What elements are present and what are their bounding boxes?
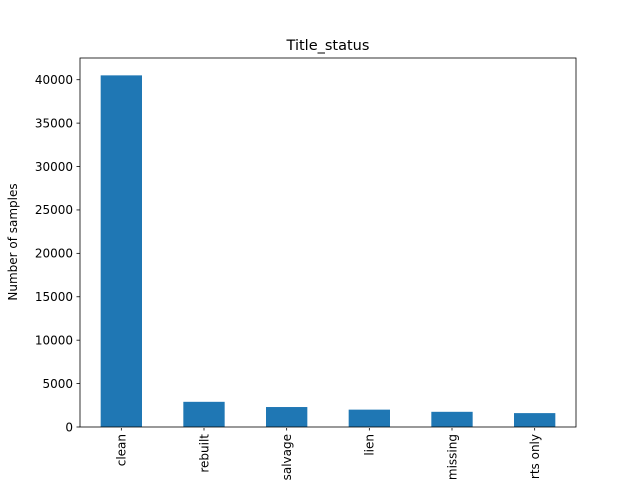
x-tick-label-lien: lien: [363, 434, 377, 456]
bar-missing: [431, 411, 473, 427]
y-tick-label: 20000: [35, 247, 73, 261]
x-tick-label-rebuilt: rebuilt: [197, 434, 211, 473]
bar-lien: [348, 409, 390, 427]
y-tick-label: 35000: [35, 116, 73, 130]
x-tick-label-salvage: salvage: [280, 434, 294, 480]
y-tick-label: 5000: [42, 377, 73, 391]
y-tick-label: 40000: [35, 73, 73, 87]
x-tick-label-missing: missing: [445, 434, 459, 480]
y-tick-label: 30000: [35, 160, 73, 174]
y-axis-title: Number of samples: [6, 183, 20, 300]
x-axis-ticks: clean rebuilt salvage lien missing parts only: [115, 428, 542, 480]
bars-group: [100, 75, 556, 428]
y-tick-label: 15000: [35, 290, 73, 304]
y-axis-ticks: 0 5000 10000 15000 20000 25000 30000 35000 40000: [35, 73, 80, 434]
bar-clean: [100, 75, 142, 428]
y-tick-label: 0: [65, 420, 73, 434]
x-tick-label-clean: clean: [115, 434, 129, 466]
bar-rebuilt: [183, 401, 225, 427]
y-tick-label: 10000: [35, 333, 73, 347]
bar-salvage: [266, 407, 308, 427]
chart-title: Title_status: [286, 38, 370, 54]
y-tick-label: 25000: [35, 203, 73, 217]
x-tick-label-parts-only: parts only: [528, 434, 542, 480]
bar-parts-only: [514, 413, 556, 427]
plot-frame: [79, 57, 577, 428]
